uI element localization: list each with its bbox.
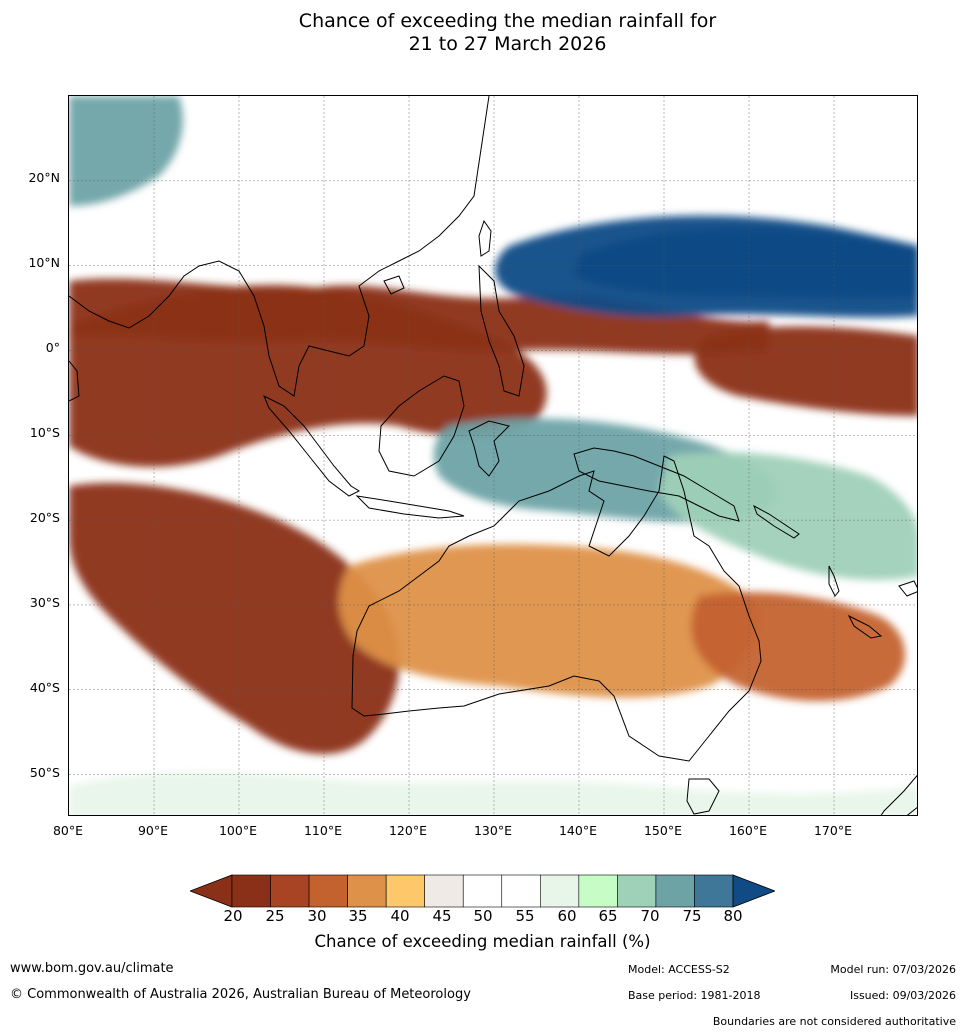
australia-coastline — [351, 455, 762, 762]
colorbar-segment — [617, 874, 657, 908]
java-coastline — [355, 495, 465, 519]
rainfall-region-southern-australia-dry — [338, 544, 757, 698]
colorbar-tick-75: 75 — [682, 907, 702, 925]
new-guinea-coastline — [573, 447, 740, 522]
colorbar-tick-20: 20 — [223, 907, 243, 925]
rainfall-region-south-china-wet — [69, 96, 183, 206]
colorbar-tick-45: 45 — [432, 907, 452, 925]
colorbar-segment — [270, 874, 310, 908]
colorbar-segment — [540, 874, 580, 908]
title-line-1: Chance of exceeding the median rainfall … — [298, 10, 717, 32]
rainfall-region-tasman-sea-dry — [691, 592, 906, 701]
vanuatu-coastline — [828, 565, 840, 597]
lat-label-20s: 20°S — [29, 510, 60, 525]
colorbar-tick-25: 25 — [265, 907, 285, 925]
website-text: www.bom.gov.au/climate — [10, 961, 174, 976]
new-caledonia-coastline — [847, 614, 883, 639]
sumatra-coastline — [263, 394, 361, 497]
lat-label-0: 0° — [45, 340, 60, 355]
colorbar-label: Chance of exceeding median rainfall (%) — [314, 932, 651, 951]
rainfall-map — [68, 95, 918, 816]
lon-label-80e: 80°E — [52, 823, 84, 838]
lat-label-20n: 20°N — [28, 170, 60, 185]
colorbar-tick-55: 55 — [515, 907, 535, 925]
colorbar-segment — [385, 874, 425, 908]
colorbar-segment — [308, 874, 348, 908]
lon-label-140e: 140°E — [558, 823, 597, 838]
borneo-coastline — [378, 375, 465, 477]
asia-coastline — [69, 96, 490, 397]
lat-label-30s: 30°S — [29, 595, 60, 610]
colorbar-segment — [424, 874, 464, 908]
nz-south-island-coastline — [880, 774, 917, 815]
lon-label-130e: 130°E — [473, 823, 512, 838]
base-period-text: Base period: 1981-2018 — [628, 989, 761, 1002]
colorbar-graphic — [188, 874, 777, 908]
taiwan-coastline — [478, 219, 492, 257]
tasmania-coastline — [686, 778, 720, 815]
map-title: Chance of exceeding the median rainfall … — [0, 10, 965, 56]
rainfall-region-maritime-continent-dry — [69, 285, 547, 467]
lon-label-90e: 90°E — [137, 823, 169, 838]
colorbar-segment — [578, 874, 618, 908]
model-text: Model: ACCESS-S2 — [628, 963, 730, 976]
lat-label-50s: 50°S — [29, 765, 60, 780]
colorbar-tick-70: 70 — [640, 907, 660, 925]
hainan-coastline — [383, 275, 405, 295]
colorbar-segment — [462, 874, 503, 908]
lon-label-120e: 120°E — [388, 823, 427, 838]
colorbar-segment — [231, 874, 271, 908]
solomon-islands-coastline — [753, 504, 800, 539]
colorbar-under-arrow — [188, 874, 233, 908]
colorbar-segment — [655, 874, 695, 908]
lon-label-110e: 110°E — [303, 823, 342, 838]
title-line-2: 21 to 27 March 2026 — [408, 33, 607, 55]
rainfall-region-southern-ocean-wet-patches — [69, 772, 917, 815]
lat-label-10s: 10°S — [29, 425, 60, 440]
rainfall-region-east-equatorial-pacific-dry — [694, 326, 917, 416]
fiji-coastline — [898, 580, 917, 597]
lon-label-170e: 170°E — [813, 823, 852, 838]
map-canvas — [69, 96, 917, 815]
lon-label-160e: 160°E — [728, 823, 767, 838]
colorbar-segment — [347, 874, 387, 908]
coastlines — [69, 96, 917, 815]
rainfall-region-coral-sea-wet — [659, 452, 917, 580]
colorbar-tick-65: 65 — [598, 907, 618, 925]
disclaimer-text: Boundaries are not considered authoritat… — [712, 1015, 956, 1028]
lat-label-10n: 10°N — [28, 255, 60, 270]
sulawesi-coastline — [468, 420, 510, 477]
colorbar-tick-35: 35 — [348, 907, 368, 925]
lon-label-100e: 100°E — [218, 823, 257, 838]
rainfall-field — [69, 96, 917, 815]
colorbar-segment — [694, 874, 734, 908]
sri-lanka-coastline — [69, 360, 80, 402]
colorbar — [188, 873, 777, 913]
colorbar-tick-50: 50 — [473, 907, 493, 925]
lon-label-150e: 150°E — [643, 823, 682, 838]
issued-text: Issued: 09/03/2026 — [849, 989, 956, 1002]
colorbar-tick-60: 60 — [557, 907, 577, 925]
colorbar-tick-30: 30 — [307, 907, 327, 925]
philippines-coastline — [478, 264, 525, 397]
model-run-text: Model run: 07/03/2026 — [830, 963, 956, 976]
colorbar-over-arrow — [732, 874, 777, 908]
rainfall-region-western-indian-ocean-dry — [69, 482, 400, 755]
colorbar-segment — [501, 874, 541, 908]
colorbar-tick-40: 40 — [390, 907, 410, 925]
rainfall-region-north-pacific-wet-core — [574, 227, 917, 299]
colorbar-tick-80: 80 — [723, 907, 743, 925]
lat-label-40s: 40°S — [29, 680, 60, 695]
copyright-text: © Commonwealth of Australia 2026, Austra… — [10, 987, 471, 1002]
